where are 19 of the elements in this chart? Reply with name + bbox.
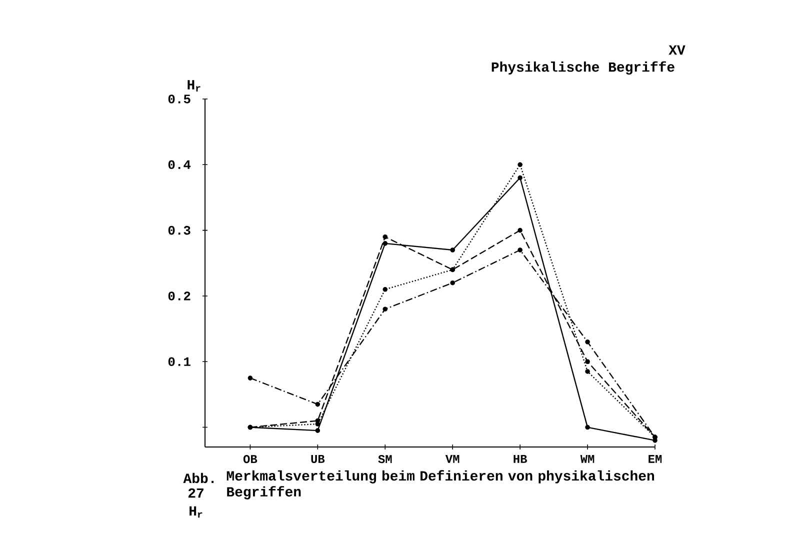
x-tick-label: VM <box>445 455 460 463</box>
y-tick-label: 0.1 <box>168 357 190 366</box>
y-tick-label: 0.4 <box>168 160 191 170</box>
x-tick-label: UB <box>311 455 325 463</box>
y-tick-label: 0.2 <box>168 292 190 300</box>
x-tick-label: EM <box>648 455 662 463</box>
chart-title: Physikalische Begriffe <box>492 61 674 75</box>
x-tick-label: OB <box>243 455 258 464</box>
y-axis-title: H$_{r}$ <box>188 80 200 92</box>
x-tick-label: HB <box>514 455 527 463</box>
y-tick-label: 0.3 <box>168 226 190 235</box>
text: H$_{r}$ <box>190 506 202 518</box>
text: XV <box>668 45 686 55</box>
text: 27 <box>188 488 204 498</box>
text: Abb. <box>183 472 214 484</box>
y-tick-label: 0.5 <box>168 94 190 104</box>
text: Merkmalsverteilung beim Definieren von physikalischen Begriffen <box>226 470 654 500</box>
x-tick-label: SM <box>378 455 392 464</box>
x-tick-label: WM <box>580 455 594 463</box>
